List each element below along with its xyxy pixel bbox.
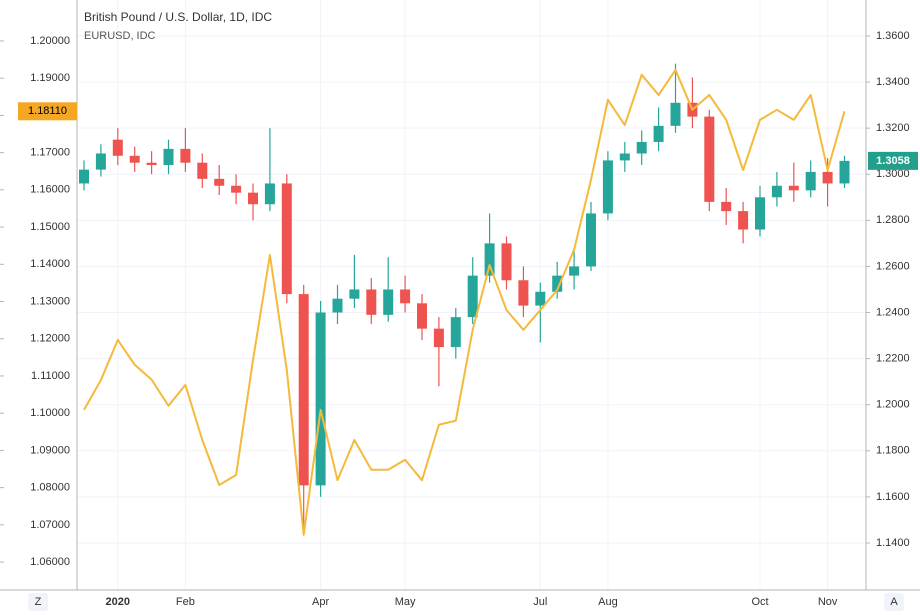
- candle-body: [112, 139, 123, 156]
- price-badge: [18, 102, 77, 121]
- y-tick-label: 1.15000: [30, 221, 70, 233]
- candle-body: [721, 201, 732, 212]
- candle-body: [281, 183, 292, 295]
- auto-scale-button-label[interactable]: A: [890, 596, 898, 608]
- candle-body: [755, 197, 765, 230]
- y-tick-label: 1.13000: [30, 295, 70, 307]
- price-badge-label: 1.3058: [876, 155, 910, 167]
- price-badge-label: 1.18110: [28, 105, 67, 117]
- y-tick-label: 1.09000: [30, 444, 70, 456]
- series-title: British Pound / U.S. Dollar, 1D, IDC: [84, 10, 272, 24]
- y-tick-label: 1.12000: [30, 333, 70, 345]
- candle-body: [248, 192, 258, 205]
- candle-body: [349, 289, 360, 299]
- y-tick-label: 1.08000: [30, 482, 70, 494]
- candle-body: [805, 171, 816, 191]
- candle-body: [231, 185, 242, 193]
- candle-body: [602, 160, 613, 214]
- y2-tick-label: 1.3400: [876, 76, 910, 88]
- zoom-button[interactable]: [28, 593, 48, 611]
- y2-tick-label: 1.1400: [876, 537, 910, 549]
- candle-body: [822, 171, 833, 184]
- x-tick-label: Oct: [751, 596, 768, 608]
- y-tick-label: 1.16000: [30, 184, 70, 196]
- candle-body: [315, 312, 326, 486]
- candle-body: [400, 289, 411, 304]
- candle-body: [197, 162, 208, 179]
- x-tick-label: May: [395, 596, 416, 608]
- x-tick-label: Nov: [818, 596, 838, 608]
- candle-body: [163, 148, 174, 166]
- series-subtitle: EURUSD, IDC: [84, 30, 156, 42]
- y2-tick-label: 1.2000: [876, 399, 910, 411]
- candle-body: [129, 155, 140, 163]
- candle-body: [670, 102, 681, 126]
- price-badge: [868, 151, 918, 170]
- candle-body: [332, 298, 343, 313]
- y2-tick-label: 1.1600: [876, 491, 910, 503]
- candle-body: [467, 275, 478, 318]
- candle-body: [653, 125, 664, 142]
- candle-body: [788, 185, 799, 191]
- x-tick-label: 2020: [106, 596, 130, 608]
- x-tick-label: Jul: [533, 596, 547, 608]
- candle-body: [433, 328, 444, 348]
- y2-tick-label: 1.1800: [876, 445, 910, 457]
- candle-body: [636, 141, 647, 154]
- y-tick-label: 1.19000: [30, 72, 70, 84]
- candle-body: [535, 291, 546, 306]
- y-tick-label: 1.11000: [31, 370, 70, 382]
- x-tick-label: Feb: [176, 596, 195, 608]
- candle-body: [79, 169, 89, 184]
- candle-body: [552, 275, 563, 292]
- y2-tick-label: 1.3000: [876, 168, 910, 180]
- candle-body: [518, 280, 529, 306]
- y2-tick-label: 1.3600: [876, 30, 910, 42]
- candle-body: [366, 289, 377, 315]
- candle-body: [484, 243, 495, 276]
- y-tick-label: 1.06000: [30, 556, 70, 568]
- candle-body: [771, 185, 782, 198]
- candle-body: [417, 303, 427, 329]
- zoom-button-label[interactable]: Z: [35, 596, 42, 608]
- candle-body: [146, 162, 157, 166]
- x-tick-label: Aug: [598, 596, 618, 608]
- candle-body: [383, 289, 394, 315]
- candle-body: [180, 148, 191, 163]
- candle-body: [839, 160, 850, 184]
- line: [83, 68, 846, 536]
- candle-body: [501, 243, 512, 281]
- candle-body: [298, 294, 309, 486]
- candle-body: [619, 153, 630, 161]
- y2-tick-label: 1.2400: [876, 306, 910, 318]
- y-tick-label: 1.10000: [30, 407, 70, 419]
- candle-body: [704, 116, 715, 202]
- y2-tick-label: 1.3200: [876, 122, 910, 134]
- candle-body: [569, 266, 580, 276]
- candle-body: [214, 178, 225, 186]
- candle-body: [586, 213, 596, 267]
- auto-scale-button[interactable]: [884, 593, 904, 611]
- candle-body: [450, 317, 461, 348]
- candle-body: [738, 211, 749, 230]
- candle-body: [264, 183, 275, 205]
- y2-tick-label: 1.2800: [876, 214, 910, 226]
- y2-tick-label: 1.2200: [876, 353, 910, 365]
- y-tick-label: 1.07000: [30, 519, 70, 531]
- plot: [79, 63, 850, 536]
- y-tick-label: 1.20000: [30, 35, 70, 47]
- y-tick-label: 1.17000: [30, 147, 70, 159]
- candle-body: [95, 153, 106, 170]
- y2-tick-label: 1.2600: [876, 260, 910, 272]
- x-tick-label: Apr: [312, 596, 329, 608]
- y-tick-label: 1.14000: [30, 258, 70, 270]
